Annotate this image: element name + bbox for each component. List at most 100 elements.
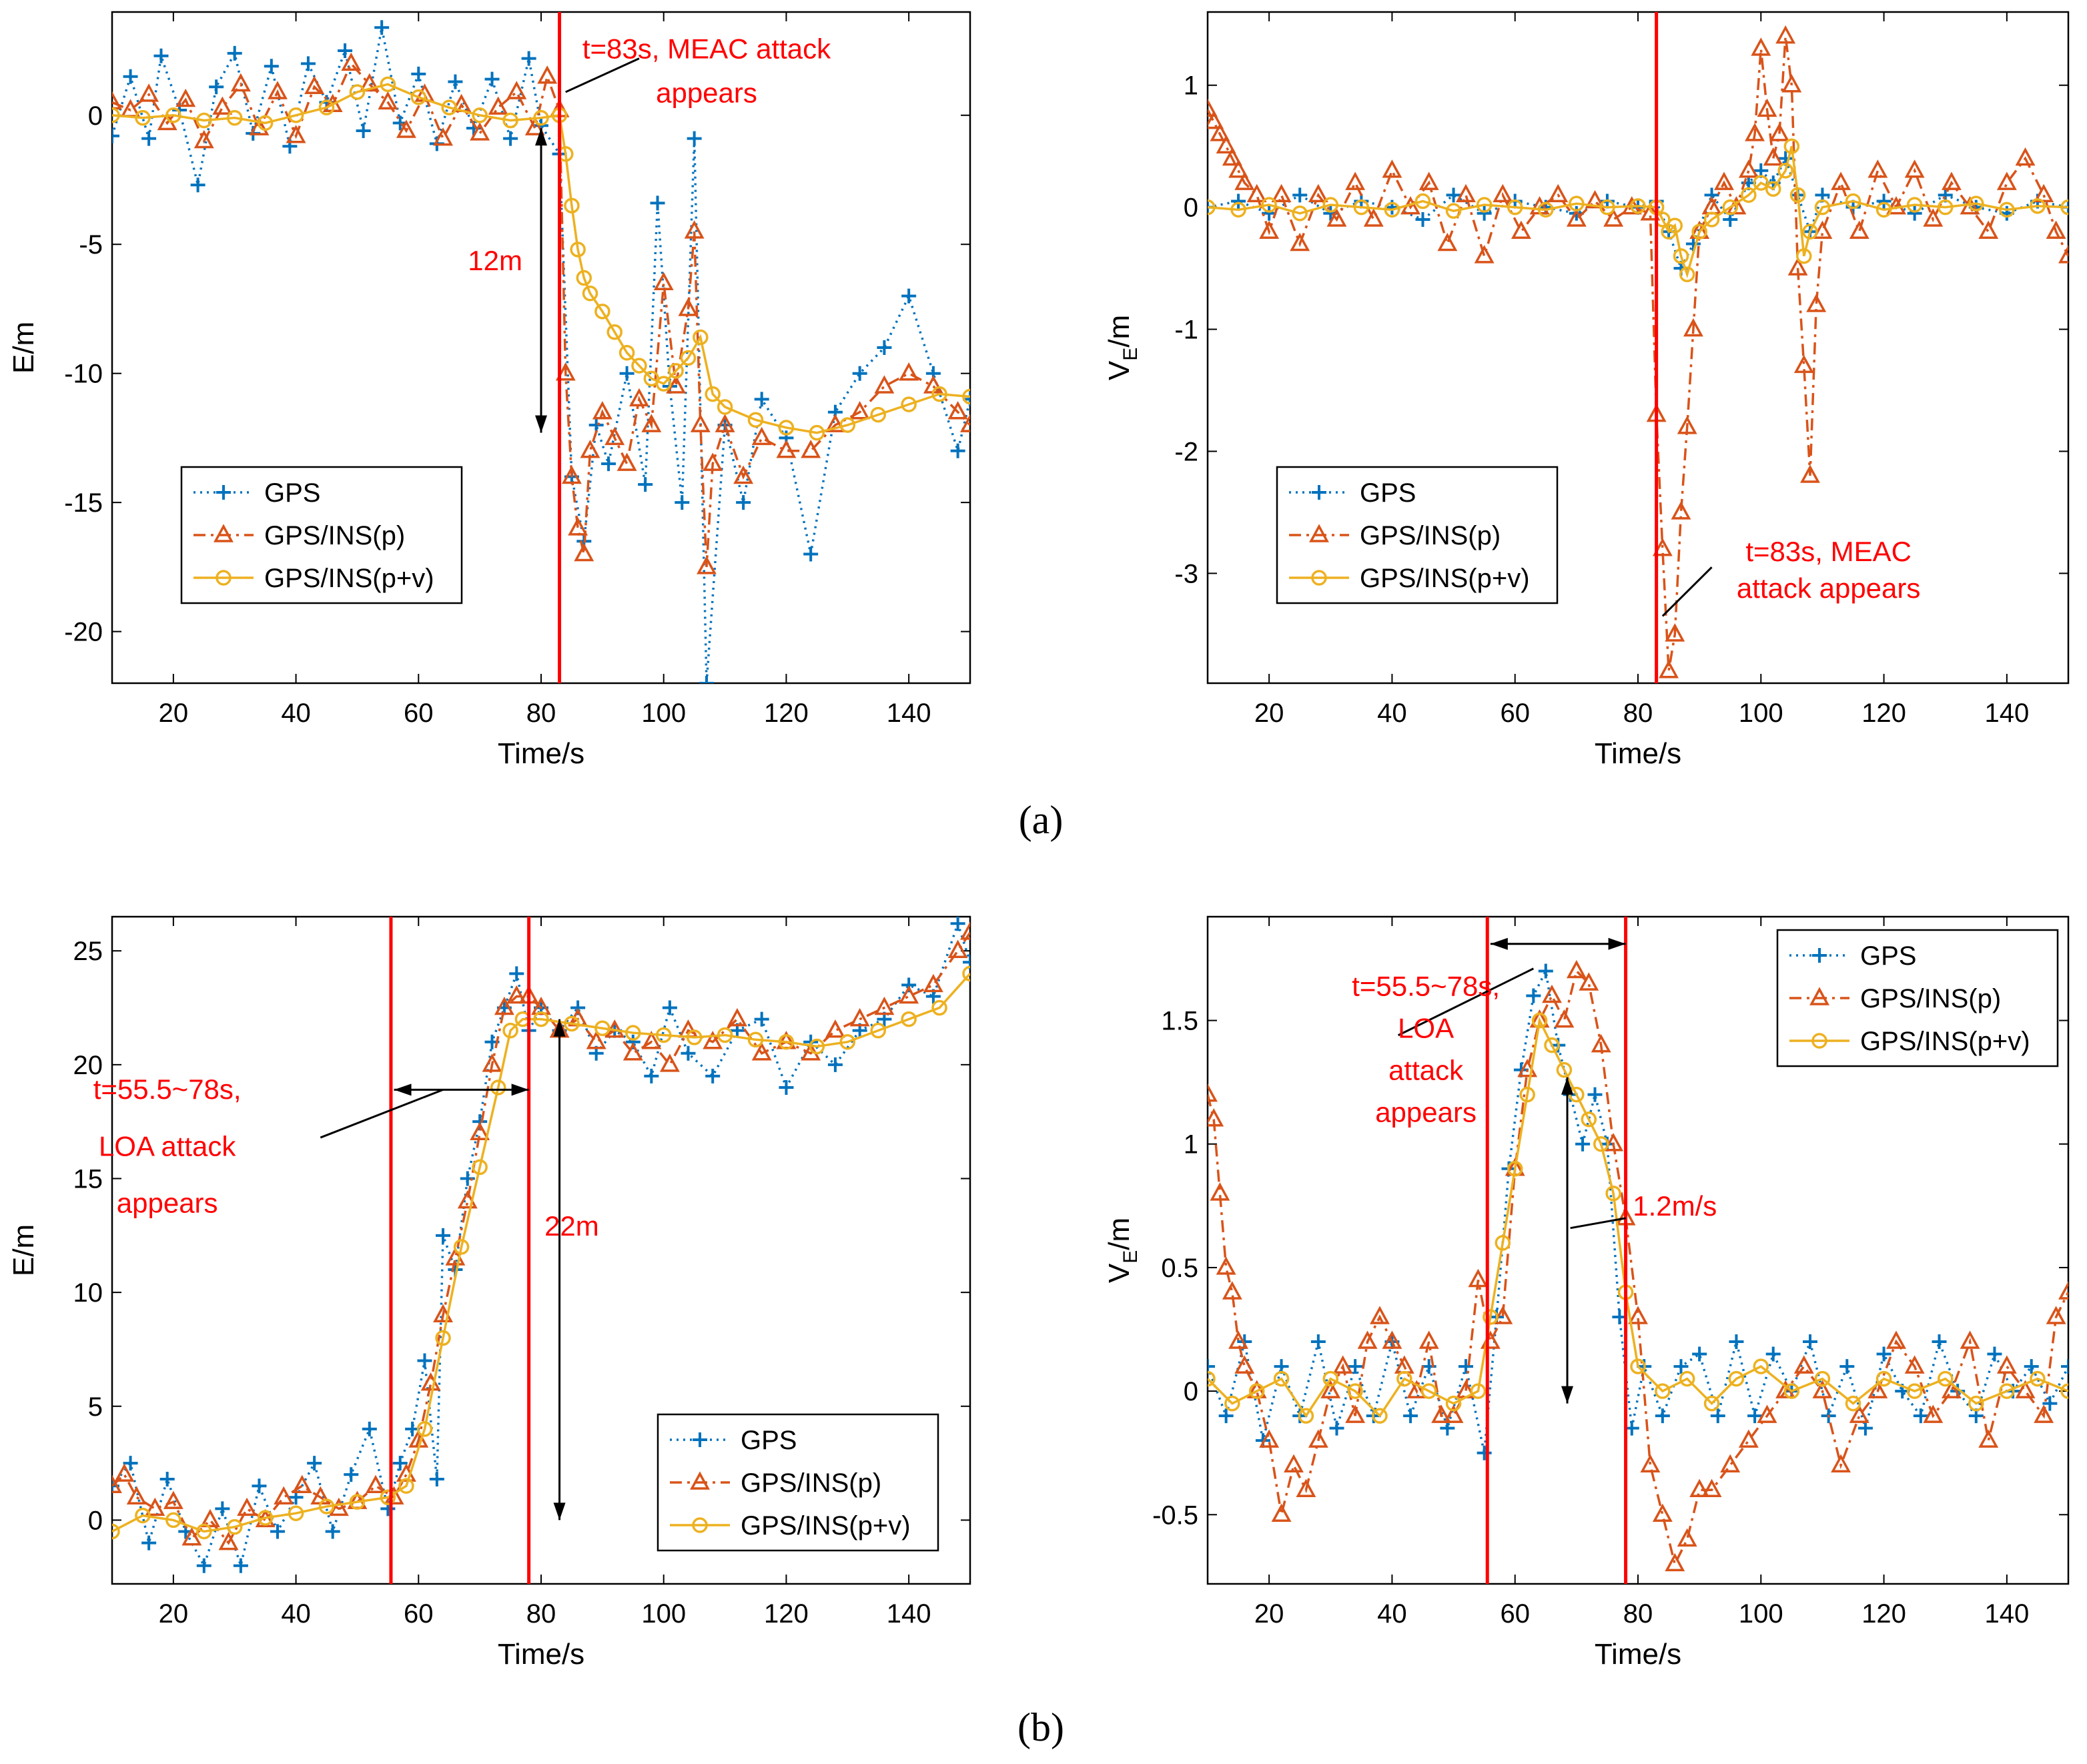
data-point-gps (1729, 1334, 1744, 1350)
data-point-ins_pv (1224, 1395, 1240, 1412)
data-point-gps (1458, 1359, 1473, 1374)
data-point-gps (1747, 1408, 1763, 1424)
y-tick-label: -15 (64, 488, 103, 518)
data-point-ins_p (947, 401, 968, 420)
data-point-gps (963, 955, 970, 970)
data-point-ins_p (1757, 1404, 1777, 1423)
data-point-ins_pv (686, 1029, 703, 1045)
data-point-ins_pv (1208, 1370, 1216, 1387)
legend-marker-gps (1812, 948, 1827, 963)
x-tick-label: 20 (159, 699, 189, 728)
data-point-gps (392, 1456, 408, 1471)
series-line-ins_p (1208, 36, 2068, 671)
data-point-ins_pv (490, 1079, 506, 1095)
data-point-ins_p (200, 1508, 220, 1528)
data-point-ins_pv (1999, 201, 2015, 218)
legend-marker-ins_p (1809, 987, 1829, 1005)
data-point-ins_p (1831, 171, 1851, 190)
data-point-ins_p (378, 91, 398, 110)
data-point-ins_pv (226, 109, 243, 126)
data-point-ins_p (947, 939, 968, 958)
y-tick-label: 20 (73, 1051, 103, 1080)
data-point-ins_p (1511, 220, 1531, 239)
data-point-ins_p (126, 1486, 147, 1505)
data-point-ins_p (1585, 189, 1605, 209)
data-point-ins_p (1714, 171, 1734, 190)
y-tick-label: 15 (73, 1164, 103, 1194)
data-point-ins_p (1357, 1330, 1378, 1349)
data-point-ins_pv (809, 424, 825, 441)
data-point-ins_p (488, 96, 508, 115)
data-point-ins_p (163, 1490, 183, 1509)
data-point-ins_p (703, 452, 723, 471)
data-point-gps (1231, 193, 1246, 209)
data-point-ins_p (396, 119, 416, 138)
data-point-ins_p (960, 414, 970, 432)
data-point-ins_p (1978, 220, 1999, 239)
data-point-ins_pv (1814, 199, 1831, 215)
data-point-ins_pv (717, 1027, 733, 1043)
x-tick-label: 80 (526, 699, 556, 728)
data-point-gps (153, 48, 169, 63)
arrow-head (535, 415, 547, 433)
data-point-ins_pv (717, 399, 733, 415)
data-point-ins_p (1208, 1108, 1224, 1127)
y-tick-label: 0 (88, 101, 103, 131)
data-point-ins_pv (747, 1031, 764, 1048)
data-point-ins_pv (1777, 163, 1793, 179)
annotation-label: 12m (468, 245, 522, 276)
data-point-ins_p (1683, 318, 1703, 337)
data-point-ins_pv (564, 197, 580, 213)
x-tick-label: 40 (1377, 1599, 1407, 1629)
data-point-ins_pv (1741, 187, 1757, 203)
data-point-ins_pv (1906, 197, 1923, 213)
data-point-ins_p (1745, 123, 1765, 141)
data-point-ins_pv (1507, 199, 1523, 215)
legend-label: GPS (741, 1426, 797, 1455)
x-tick-label: 100 (641, 1599, 686, 1629)
data-point-gps (1803, 1334, 1817, 1350)
data-point-ins_p (212, 96, 233, 115)
x-tick-label: 60 (1500, 699, 1530, 728)
x-tick-label: 40 (281, 699, 311, 728)
data-point-ins_pv (1556, 1061, 1573, 1078)
data-point-ins_pv (870, 1022, 886, 1039)
data-point-ins_pv (257, 1510, 274, 1526)
data-point-gps (141, 1535, 157, 1551)
data-point-ins_p (1867, 1380, 1888, 1398)
annotation-line (1397, 967, 1535, 1037)
data-point-gps (1262, 205, 1277, 221)
data-point-ins_pv (2030, 198, 2046, 214)
data-point-ins_pv (1483, 1309, 1499, 1325)
data-point-ins_pv (1495, 1235, 1511, 1251)
data-point-ins_p (1216, 135, 1236, 153)
data-point-ins_pv (1470, 1383, 1487, 1399)
chart-b-right: 20 40 60 80 100 120 140 -0.5 0 0.5 1 1.5 Time/s VE/m t… (1103, 915, 2070, 1671)
data-point-ins_pv (1372, 1408, 1388, 1424)
data-point-ins_pv (1906, 1383, 1923, 1399)
data-point-ins_p (175, 88, 196, 107)
data-point-ins_p (923, 973, 943, 993)
data-point-ins_p (1437, 232, 1458, 252)
data-point-ins_p (715, 414, 735, 432)
data-point-ins_p (703, 1031, 723, 1049)
data-point-ins_p (586, 1031, 606, 1049)
data-point-ins_pv (2060, 199, 2068, 215)
legend-label: GPS/INS(p) (1860, 984, 2001, 1013)
data-point-ins_pv (318, 1498, 335, 1514)
data-point-ins_p (1640, 1454, 1661, 1472)
data-point-ins_p (874, 996, 895, 1015)
data-point-ins_pv (618, 344, 635, 361)
data-point-ins_pv (288, 107, 304, 123)
y-axis-label-sub: E (1120, 1250, 1142, 1264)
x-axis-label: Time/s (1595, 1638, 1681, 1671)
y-axis-label-sub: E (1120, 348, 1142, 361)
data-point-ins_pv (1673, 248, 1689, 264)
x-tick-label: 20 (159, 1599, 189, 1629)
data-point-ins_p (2034, 1404, 2054, 1423)
data-point-ins_pv (1292, 205, 1308, 222)
data-point-ins_p (1960, 1330, 1980, 1349)
data-point-gps (1526, 988, 1541, 1003)
data-point-ins_p (616, 452, 637, 471)
annotation-label: attack appears (1737, 572, 1921, 604)
